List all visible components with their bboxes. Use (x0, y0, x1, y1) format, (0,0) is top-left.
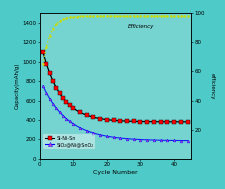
Y-axis label: efficiency: efficiency (209, 73, 214, 99)
Legend: Si-Ni-Sn, SiO₂@Ni@SnO₂: Si-Ni-Sn, SiO₂@Ni@SnO₂ (43, 134, 95, 149)
X-axis label: Cycle Number: Cycle Number (92, 170, 137, 175)
Y-axis label: Capacity(mAh/g): Capacity(mAh/g) (14, 63, 19, 109)
Text: Efficiency: Efficiency (127, 24, 153, 29)
Bar (39, 13, 190, 159)
